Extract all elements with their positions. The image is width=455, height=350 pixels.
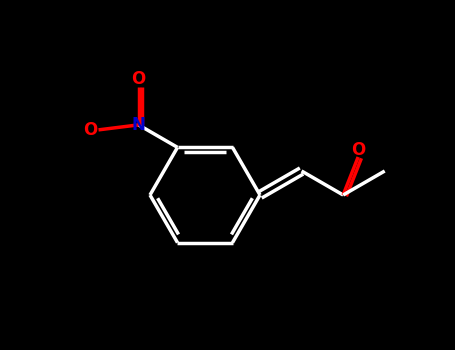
Text: O: O [351,141,365,159]
Text: N: N [131,116,146,134]
Text: O: O [131,70,146,88]
Text: O: O [83,121,98,139]
